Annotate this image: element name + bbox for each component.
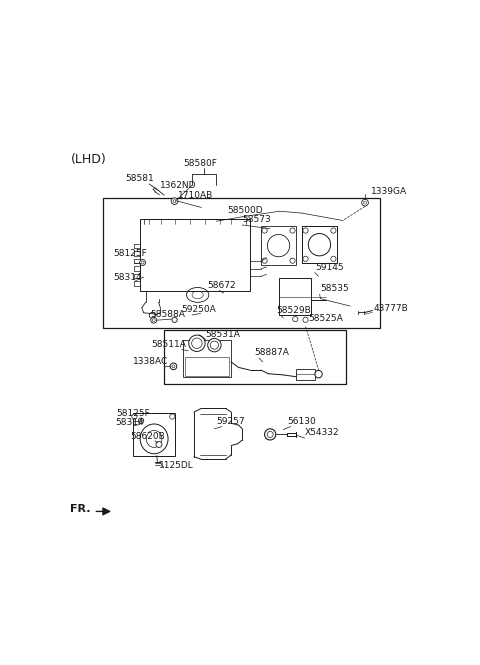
Circle shape bbox=[308, 233, 331, 256]
Circle shape bbox=[156, 442, 162, 448]
Text: 58573: 58573 bbox=[242, 215, 271, 224]
Circle shape bbox=[171, 198, 178, 205]
Bar bbox=[164, 331, 347, 384]
Circle shape bbox=[172, 317, 177, 323]
Text: 58588A: 58588A bbox=[150, 310, 185, 319]
Bar bbox=[103, 198, 380, 329]
Circle shape bbox=[141, 261, 144, 264]
Circle shape bbox=[303, 317, 308, 323]
Text: 58529B: 58529B bbox=[276, 306, 311, 315]
Circle shape bbox=[264, 429, 276, 440]
Circle shape bbox=[189, 335, 205, 351]
Bar bbox=[261, 226, 296, 265]
Bar bbox=[279, 278, 311, 315]
Circle shape bbox=[139, 418, 144, 423]
Text: (LHD): (LHD) bbox=[71, 153, 107, 166]
Text: 59257: 59257 bbox=[216, 417, 245, 426]
Text: 58531A: 58531A bbox=[205, 330, 240, 338]
Circle shape bbox=[303, 228, 308, 233]
Text: 58887A: 58887A bbox=[254, 348, 289, 357]
Text: 58511A: 58511A bbox=[152, 340, 186, 349]
Text: 58125F: 58125F bbox=[117, 410, 150, 418]
Circle shape bbox=[151, 317, 156, 323]
Text: 58314: 58314 bbox=[115, 418, 144, 427]
Text: 58314: 58314 bbox=[113, 273, 142, 282]
Circle shape bbox=[303, 256, 308, 261]
Circle shape bbox=[262, 228, 267, 233]
Text: 58500D: 58500D bbox=[228, 206, 263, 215]
Text: 1338AC: 1338AC bbox=[132, 357, 168, 366]
Circle shape bbox=[140, 420, 142, 422]
Text: 58125F: 58125F bbox=[113, 249, 147, 258]
Circle shape bbox=[290, 228, 295, 233]
Text: X54332: X54332 bbox=[305, 428, 339, 437]
Circle shape bbox=[267, 235, 290, 257]
Circle shape bbox=[172, 365, 175, 368]
Circle shape bbox=[331, 228, 336, 233]
Circle shape bbox=[152, 319, 155, 322]
Circle shape bbox=[140, 259, 145, 265]
Bar bbox=[183, 340, 231, 378]
Text: 58581: 58581 bbox=[125, 174, 154, 184]
Text: 1339GA: 1339GA bbox=[371, 188, 407, 196]
Bar bbox=[140, 219, 250, 291]
Circle shape bbox=[192, 338, 202, 348]
Text: 59145: 59145 bbox=[315, 263, 344, 272]
Circle shape bbox=[362, 200, 368, 206]
Circle shape bbox=[170, 414, 175, 419]
Bar bbox=[185, 357, 229, 376]
Text: 58620B: 58620B bbox=[131, 432, 166, 441]
Bar bbox=[302, 226, 337, 263]
Circle shape bbox=[293, 317, 298, 322]
Circle shape bbox=[208, 338, 221, 352]
Text: 1125DL: 1125DL bbox=[158, 461, 193, 469]
Text: 58672: 58672 bbox=[207, 281, 236, 291]
Bar bbox=[132, 413, 175, 456]
Text: 58535: 58535 bbox=[321, 285, 349, 293]
Text: 1710AB: 1710AB bbox=[178, 191, 213, 200]
Circle shape bbox=[173, 200, 176, 203]
Circle shape bbox=[170, 363, 177, 370]
Circle shape bbox=[210, 341, 218, 349]
Text: 58580F: 58580F bbox=[183, 160, 217, 168]
Text: FR.: FR. bbox=[71, 504, 91, 515]
Circle shape bbox=[315, 370, 322, 378]
Circle shape bbox=[290, 258, 295, 263]
Circle shape bbox=[363, 201, 367, 204]
Text: 59250A: 59250A bbox=[181, 305, 216, 315]
Circle shape bbox=[331, 256, 336, 261]
Text: 1362ND: 1362ND bbox=[160, 181, 196, 190]
Circle shape bbox=[149, 313, 155, 319]
Circle shape bbox=[267, 432, 273, 438]
Bar bbox=[296, 368, 315, 380]
Text: 43777B: 43777B bbox=[373, 304, 408, 313]
Text: 56130: 56130 bbox=[287, 417, 316, 426]
Text: 58525A: 58525A bbox=[309, 314, 343, 323]
Circle shape bbox=[132, 414, 137, 419]
Circle shape bbox=[262, 258, 267, 263]
